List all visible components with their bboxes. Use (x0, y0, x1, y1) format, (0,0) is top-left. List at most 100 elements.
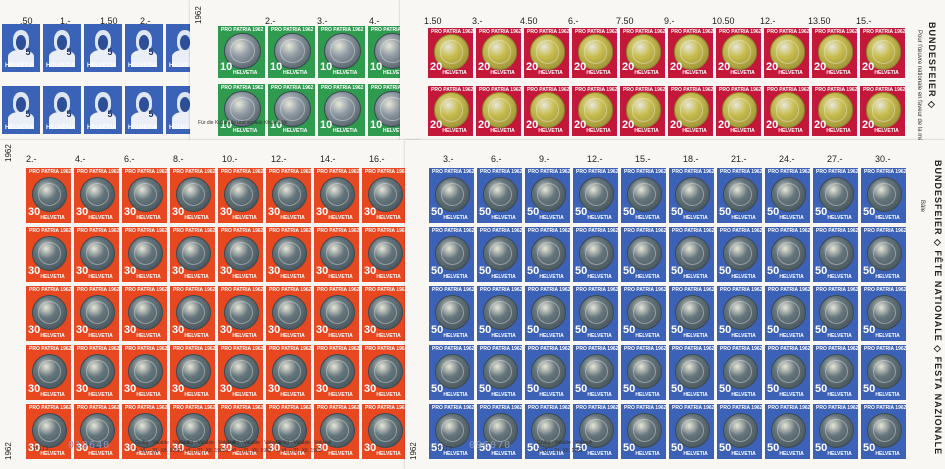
portrait-stamp: 5 HELVETIA (84, 86, 122, 134)
orange-stamp: PRO PATRIA 1962 30 HELVETIA (266, 227, 311, 282)
denomination: 50 (767, 442, 780, 454)
country-label: HELVETIA (875, 451, 900, 457)
price-marking: 8.- (173, 154, 184, 164)
pro-patria-label: PRO PATRIA 1962 (624, 228, 666, 234)
coin-inner-ring (373, 359, 398, 384)
country-label: HELVETIA (87, 63, 117, 69)
denomination: 20 (766, 119, 779, 131)
country-label: HELVETIA (683, 215, 708, 221)
price-marking: 2.- (26, 154, 37, 164)
country-label: HELVETIA (233, 128, 258, 134)
price-marking: 1.50 (100, 16, 118, 26)
coin-inner-ring (487, 98, 512, 122)
coin-inner-ring (37, 182, 62, 207)
portrait-shoulders (48, 112, 76, 130)
blue-stamp: PRO PATRIA 1962 50 HELVETIA (477, 345, 522, 400)
denomination: 50 (575, 324, 588, 336)
pro-patria-label: PRO PATRIA 1962 (575, 87, 617, 93)
coin-inner-ring (229, 182, 254, 207)
denomination: 30 (124, 265, 137, 277)
coin-inner-ring (440, 241, 465, 266)
denomination: 30 (76, 206, 89, 218)
denomination: 5 (148, 109, 154, 120)
sheet-serial-number: 096070 (469, 440, 512, 451)
country-label: HELVETIA (46, 63, 76, 69)
sheet-year: 1962 (409, 442, 418, 460)
denomination: 10 (320, 119, 333, 131)
price-marking: 24.- (779, 154, 795, 164)
denomination: 30 (172, 265, 185, 277)
denomination: 30 (268, 383, 281, 395)
denomination: 10 (220, 61, 233, 73)
pro-patria-label: PRO PATRIA 1962 (576, 287, 618, 293)
blue-stamp: PRO PATRIA 1962 50 HELVETIA (477, 168, 522, 223)
price-marking: 21.- (731, 154, 747, 164)
blue-stamp: PRO PATRIA 1962 50 HELVETIA (861, 286, 906, 341)
denomination: 5 (66, 47, 72, 58)
coin-inner-ring (373, 418, 398, 443)
coin-image (626, 235, 663, 272)
red-stamp: PRO PATRIA 1962 20 HELVETIA (668, 28, 713, 78)
country-label: HELVETIA (40, 215, 65, 221)
country-label: HELVETIA (184, 451, 209, 457)
portrait-shoulders (89, 112, 117, 130)
coin-inner-ring (584, 182, 609, 207)
denomination: 50 (767, 383, 780, 395)
pro-patria-label: PRO PATRIA 1962 (768, 169, 810, 175)
country-label: HELVETIA (232, 392, 257, 398)
orange-stamp: PRO PATRIA 1962 30 HELVETIA (266, 345, 311, 400)
denomination: 30 (76, 265, 89, 277)
coin-image (530, 353, 567, 390)
blue-stamp: PRO PATRIA 1962 50 HELVETIA (765, 227, 810, 282)
country-label: HELVETIA (827, 451, 852, 457)
pro-patria-label: PRO PATRIA 1962 (271, 27, 314, 33)
blue-stamp: PRO PATRIA 1962 50 HELVETIA (573, 286, 618, 341)
price-marking: 3.- (472, 16, 483, 26)
country-label: HELVETIA (443, 274, 468, 280)
pro-patria-label: PRO PATRIA 1962 (29, 169, 71, 175)
country-label: HELVETIA (328, 274, 353, 280)
coin-inner-ring (488, 241, 513, 266)
coin-inner-ring (277, 300, 302, 325)
coin-inner-ring (280, 96, 305, 122)
blue-stamp: PRO PATRIA 1962 50 HELVETIA (861, 227, 906, 282)
denomination: 50 (479, 265, 492, 277)
blue-stamp: PRO PATRIA 1962 50 HELVETIA (861, 168, 906, 223)
coin-inner-ring (776, 182, 801, 207)
country-label: HELVETIA (635, 392, 660, 398)
portrait-stamp: 5 HELVETIA (125, 86, 163, 134)
country-label: HELVETIA (184, 215, 209, 221)
blue-stamp: PRO PATRIA 1962 50 HELVETIA (573, 404, 618, 459)
denomination: 5 (107, 47, 113, 58)
print-code: B 1 | 1 (34, 446, 49, 452)
orange-stamp: PRO PATRIA 1962 30 HELVETIA (218, 168, 263, 223)
denomination: 30 (364, 265, 377, 277)
pro-patria-label: PRO PATRIA 1962 (863, 87, 905, 93)
coin-inner-ring (37, 300, 62, 325)
red-stamp: PRO PATRIA 1962 20 HELVETIA (812, 86, 857, 136)
coin-inner-ring (325, 418, 350, 443)
portrait-face (97, 34, 109, 50)
denomination: 20 (478, 61, 491, 73)
coin-inner-ring (775, 40, 800, 64)
pro-patria-label: PRO PATRIA 1962 (221, 169, 263, 175)
pro-patria-label: PRO PATRIA 1962 (768, 287, 810, 293)
denomination: 30 (220, 265, 233, 277)
denomination: 50 (431, 383, 444, 395)
portrait-stamp: 5 HELVETIA (43, 24, 81, 72)
denomination: 20 (862, 61, 875, 73)
portrait-face (138, 34, 150, 50)
pro-patria-label: PRO PATRIA 1962 (816, 346, 858, 352)
blue-stamp: PRO PATRIA 1962 50 HELVETIA (717, 227, 762, 282)
pro-patria-label: PRO PATRIA 1962 (480, 405, 522, 411)
portrait-face (15, 34, 27, 50)
blue-stamp: PRO PATRIA 1962 50 HELVETIA (429, 227, 474, 282)
denomination: 50 (527, 383, 540, 395)
denomination: 30 (76, 383, 89, 395)
country-label: HELVETIA (826, 70, 851, 76)
country-label: HELVETIA (283, 70, 308, 76)
pro-patria-label: PRO PATRIA 1962 (576, 169, 618, 175)
orange-stamp: PRO PATRIA 1962 30 HELVETIA (362, 345, 407, 400)
denomination: 10 (270, 119, 283, 131)
